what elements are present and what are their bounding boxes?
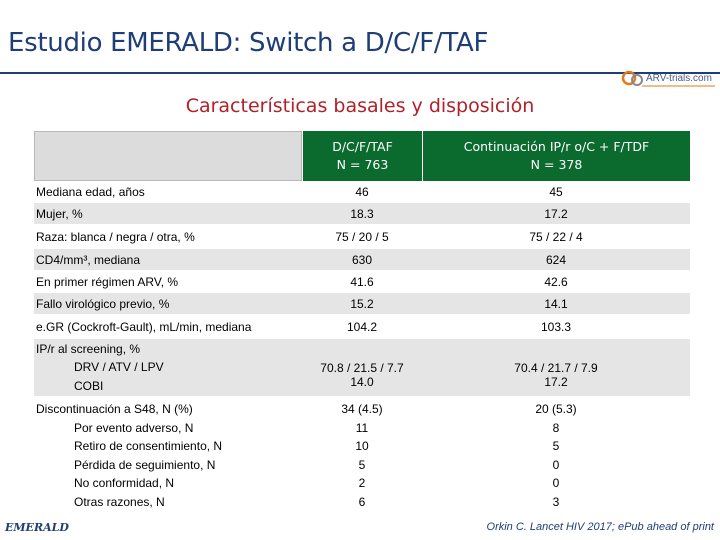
row-value-dcftaf: 14.0: [350, 374, 374, 389]
row-value-dcftaf: 34 (4.5): [341, 402, 383, 416]
row-sublabel: Retiro de consentimiento, N: [74, 439, 223, 453]
row-value-dcftaf: 10: [355, 439, 369, 453]
row-value-dcftaf: 15.2: [302, 293, 422, 315]
table-row-discontinuation: Discontinuación a S48, N (%) Por evento …: [34, 397, 690, 515]
row-value-continuation: 17.2: [544, 374, 568, 389]
table-corner-cell: [34, 131, 302, 181]
row-label: Mediana edad, años: [34, 181, 302, 203]
row-label: e.GR (Cockroft-Gault), mL/min, mediana: [34, 315, 302, 339]
row-value-continuation: 3: [552, 494, 560, 509]
baseline-table: D/C/F/TAF N = 763 Continuación IP/r o/C …: [34, 131, 690, 515]
column-header-line: Continuación IP/r o/C + F/TDF: [463, 139, 650, 154]
table-row: Mediana edad, años 46 45: [34, 181, 690, 203]
row-value-continuation: 103.3: [422, 315, 690, 339]
row-value-continuation: 45: [422, 181, 690, 203]
row-value-continuation: 42.6: [422, 271, 690, 293]
emerald-logo: EMERALD: [5, 521, 69, 534]
arv-trials-logo: [621, 70, 715, 87]
row-label-ipr: IP/r al screening, % DRV / ATV / LPV COB…: [34, 339, 302, 397]
row-value-continuation: 0: [552, 476, 560, 490]
row-sublabel: Otras razones, N: [74, 494, 165, 509]
row-sublabel: DRV / ATV / LPV: [74, 360, 164, 375]
row-sublabel: No conformidad, N: [74, 476, 175, 490]
row-label-discontinuation: Discontinuación a S48, N (%) Por evento …: [34, 397, 302, 515]
table-row: CD4/mm³, mediana 630 624: [34, 249, 690, 271]
row-label: Mujer, %: [34, 203, 302, 225]
column-header-n: N = 378: [530, 157, 583, 172]
row-value-dcftaf: 70.8 / 21.5 / 7.7: [320, 360, 404, 375]
slide-subtitle: Características basales y disposición: [185, 95, 535, 117]
row-value-continuation: 14.1: [422, 293, 690, 315]
row-value-continuation: 70.4 / 21.7 / 7.9: [514, 360, 598, 375]
table-header-row: D/C/F/TAF N = 763 Continuación IP/r o/C …: [34, 131, 690, 181]
table-row: e.GR (Cockroft-Gault), mL/min, mediana 1…: [34, 315, 690, 339]
row-value-dcftaf: 11: [355, 420, 369, 435]
discontinuation-values-dcftaf: 34 (4.5) 11 10 5 2 6: [302, 397, 422, 515]
column-header-line: D/C/F/TAF: [332, 139, 393, 154]
row-value-continuation: 20 (5.3): [535, 402, 577, 416]
ipr-values-continuation: 70.4 / 21.7 / 7.9 17.2: [422, 339, 690, 397]
row-sublabel: Pérdida de seguimiento, N: [74, 457, 216, 472]
row-value-dcftaf: 41.6: [302, 271, 422, 293]
row-value-continuation: 17.2: [422, 203, 690, 225]
ipr-values-dcftaf: 70.8 / 21.5 / 7.7 14.0: [302, 339, 422, 397]
row-value-continuation: 0: [552, 457, 560, 472]
row-value-dcftaf: 6: [358, 494, 366, 509]
row-sublabel: Por evento adverso, N: [74, 420, 194, 435]
table-row: En primer régimen ARV, % 41.6 42.6: [34, 271, 690, 293]
column-header-continuation: Continuación IP/r o/C + F/TDF N = 378: [422, 131, 690, 181]
reference-citation: Orkin C. Lancet HIV 2017; ePub ahead of …: [486, 521, 714, 533]
table-row-ipr: IP/r al screening, % DRV / ATV / LPV COB…: [34, 339, 690, 397]
column-header-n: N = 763: [336, 157, 389, 172]
title-divider: [0, 72, 720, 74]
row-label: IP/r al screening, %: [36, 341, 141, 356]
row-value-dcftaf: 46: [302, 181, 422, 203]
row-value-continuation: 5: [552, 439, 560, 453]
column-header-dcftaf: D/C/F/TAF N = 763: [302, 131, 422, 181]
slide-title: Estudio EMERALD: Switch a D/C/F/TAF: [8, 28, 489, 58]
table-row: Fallo virológico previo, % 15.2 14.1: [34, 293, 690, 315]
row-value-dcftaf: 75 / 20 / 5: [302, 225, 422, 249]
row-value-dcftaf: 2: [358, 476, 366, 490]
row-value-continuation: 8: [552, 420, 560, 435]
table-row: Raza: blanca / negra / otra, % 75 / 20 /…: [34, 225, 690, 249]
discontinuation-values-continuation: 20 (5.3) 8 5 0 0 3: [422, 397, 690, 515]
row-value-dcftaf: 630: [302, 249, 422, 271]
logo-text: ARV-trials.com: [646, 73, 712, 84]
row-value-continuation: 75 / 22 / 4: [422, 225, 690, 249]
row-label: Fallo virológico previo, %: [34, 293, 302, 315]
row-value-dcftaf: 104.2: [302, 315, 422, 339]
row-label: En primer régimen ARV, %: [34, 271, 302, 293]
row-value-continuation: 624: [422, 249, 690, 271]
row-label: Raza: blanca / negra / otra, %: [34, 225, 302, 249]
row-label: Discontinuación a S48, N (%): [36, 402, 193, 416]
row-value-dcftaf: 18.3: [302, 203, 422, 225]
row-sublabel: COBI: [74, 378, 104, 393]
row-value-dcftaf: 5: [358, 457, 366, 472]
row-label: CD4/mm³, mediana: [34, 249, 302, 271]
table-row: Mujer, % 18.3 17.2: [34, 203, 690, 225]
